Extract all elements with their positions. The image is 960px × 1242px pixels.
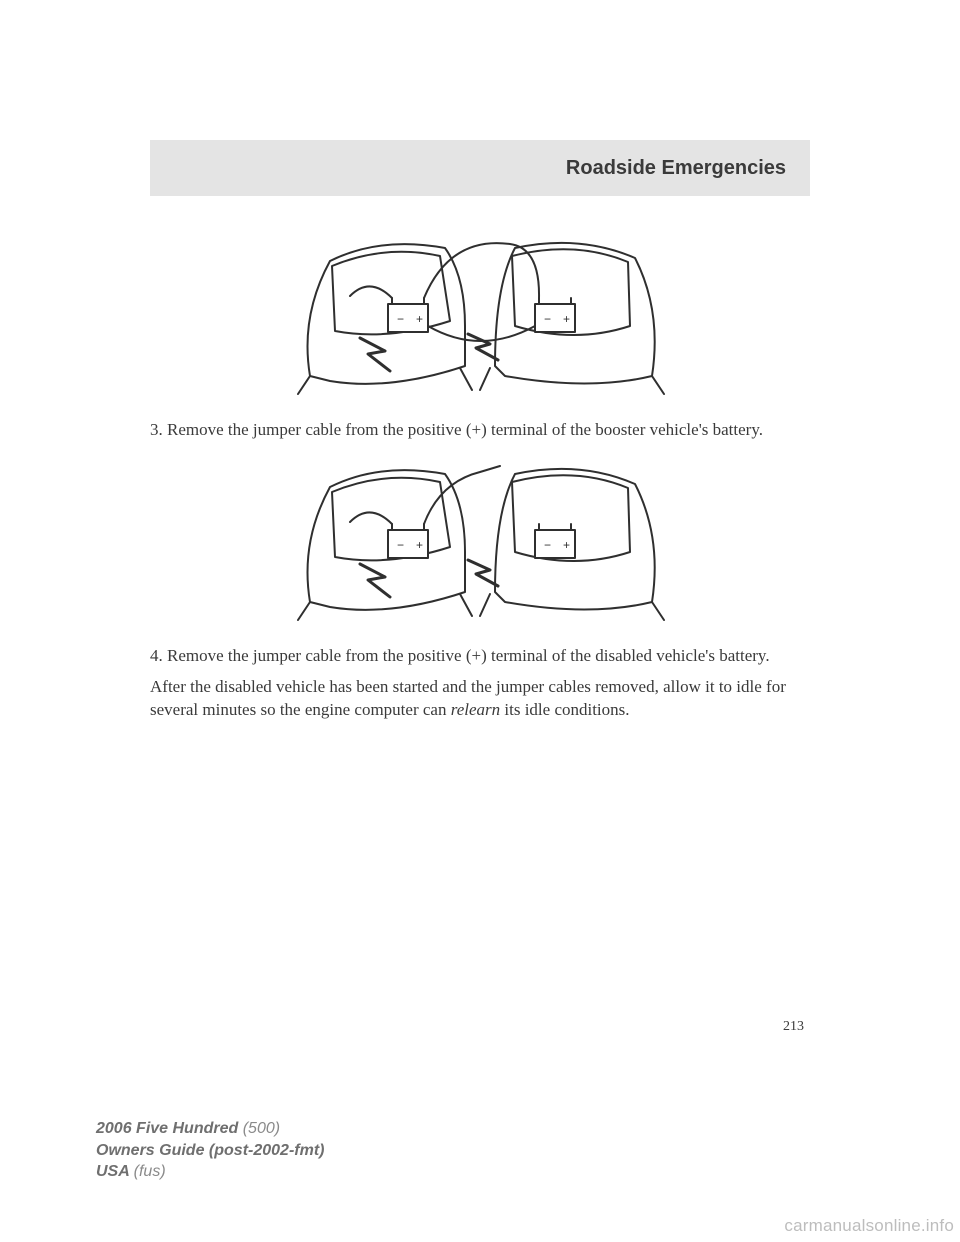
footer-block: 2006 Five Hundred (500) Owners Guide (po… xyxy=(96,1118,324,1183)
manual-page: Roadside Emergencies xyxy=(0,0,960,1242)
step-3-text: 3. Remove the jumper cable from the posi… xyxy=(150,419,810,442)
svg-text:+: + xyxy=(563,538,570,552)
after-text-italic: relearn xyxy=(451,700,500,719)
svg-text:−: − xyxy=(397,538,404,552)
svg-text:+: + xyxy=(416,538,423,552)
footer-region-code: (fus) xyxy=(134,1163,166,1180)
svg-text:−: − xyxy=(544,312,551,326)
svg-text:−: − xyxy=(544,538,551,552)
header-band: Roadside Emergencies xyxy=(150,140,810,196)
footer-line-2: Owners Guide (post-2002-fmt) xyxy=(96,1140,324,1162)
after-text-part2: its idle conditions. xyxy=(500,700,629,719)
footer-model: 2006 Five Hundred xyxy=(96,1120,243,1137)
step-4-text: 4. Remove the jumper cable from the posi… xyxy=(150,645,810,668)
footer-guide: Owners Guide (post-2002-fmt) xyxy=(96,1142,324,1159)
watermark-text: carmanualsonline.info xyxy=(784,1216,954,1236)
jump-start-diagram-1: − + − + xyxy=(290,226,670,401)
footer-line-1: 2006 Five Hundred (500) xyxy=(96,1118,324,1140)
svg-text:+: + xyxy=(416,312,423,326)
jump-start-diagram-2: − + − + xyxy=(290,452,670,627)
after-text: After the disabled vehicle has been star… xyxy=(150,676,810,722)
svg-text:+: + xyxy=(563,312,570,326)
page-number: 213 xyxy=(783,1019,804,1035)
footer-line-3: USA (fus) xyxy=(96,1161,324,1183)
section-title: Roadside Emergencies xyxy=(566,157,786,180)
svg-text:−: − xyxy=(397,312,404,326)
footer-model-code: (500) xyxy=(243,1120,280,1137)
footer-region: USA xyxy=(96,1163,134,1180)
page-content: − + − + 3. Remove the jumper cable from … xyxy=(150,216,810,730)
